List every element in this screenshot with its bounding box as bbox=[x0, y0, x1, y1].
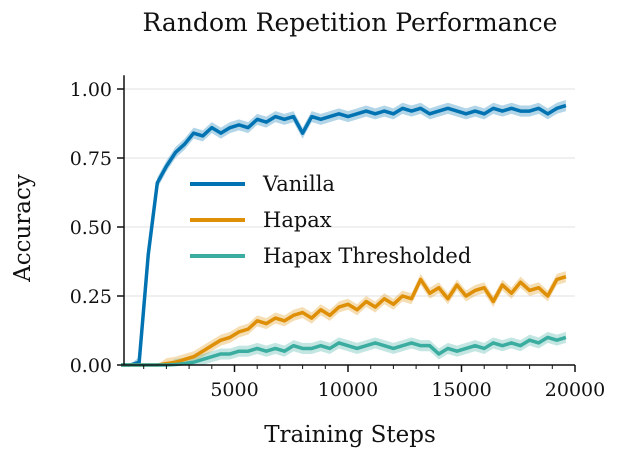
line-hapax-thresholded bbox=[121, 335, 567, 367]
series-lines bbox=[120, 103, 567, 367]
legend-label: Hapax bbox=[263, 208, 332, 232]
y-tick-label: 0.75 bbox=[70, 148, 112, 170]
confidence-bands bbox=[121, 100, 566, 365]
band-hapax-thresholded bbox=[121, 331, 566, 365]
x-axis-label: Training Steps bbox=[264, 422, 436, 448]
band-hapax bbox=[121, 271, 566, 365]
gridlines bbox=[124, 88, 575, 297]
y-tick-label: 0.00 bbox=[70, 355, 112, 377]
chart-title: Random Repetition Performance bbox=[143, 8, 558, 37]
legend: Vanilla Hapax Hapax Thresholded bbox=[190, 172, 471, 268]
x-tick-label: 15000 bbox=[431, 379, 491, 401]
line-vanilla bbox=[121, 103, 567, 367]
axes: 0.00 0.25 0.50 0.75 1.00 5000 10000 15000 20000 bbox=[70, 75, 605, 401]
line-hapax bbox=[121, 275, 567, 367]
x-tick-label: 20000 bbox=[545, 379, 605, 401]
y-tick-label: 0.25 bbox=[70, 286, 112, 308]
y-tick-label: 0.50 bbox=[70, 217, 112, 239]
legend-label: Vanilla bbox=[262, 172, 335, 196]
y-axis-label: Accuracy bbox=[10, 174, 36, 283]
x-tick-label: 10000 bbox=[318, 379, 378, 401]
x-tick-label: 5000 bbox=[210, 379, 258, 401]
legend-label: Hapax Thresholded bbox=[263, 244, 471, 268]
y-tick-label: 1.00 bbox=[70, 79, 112, 101]
